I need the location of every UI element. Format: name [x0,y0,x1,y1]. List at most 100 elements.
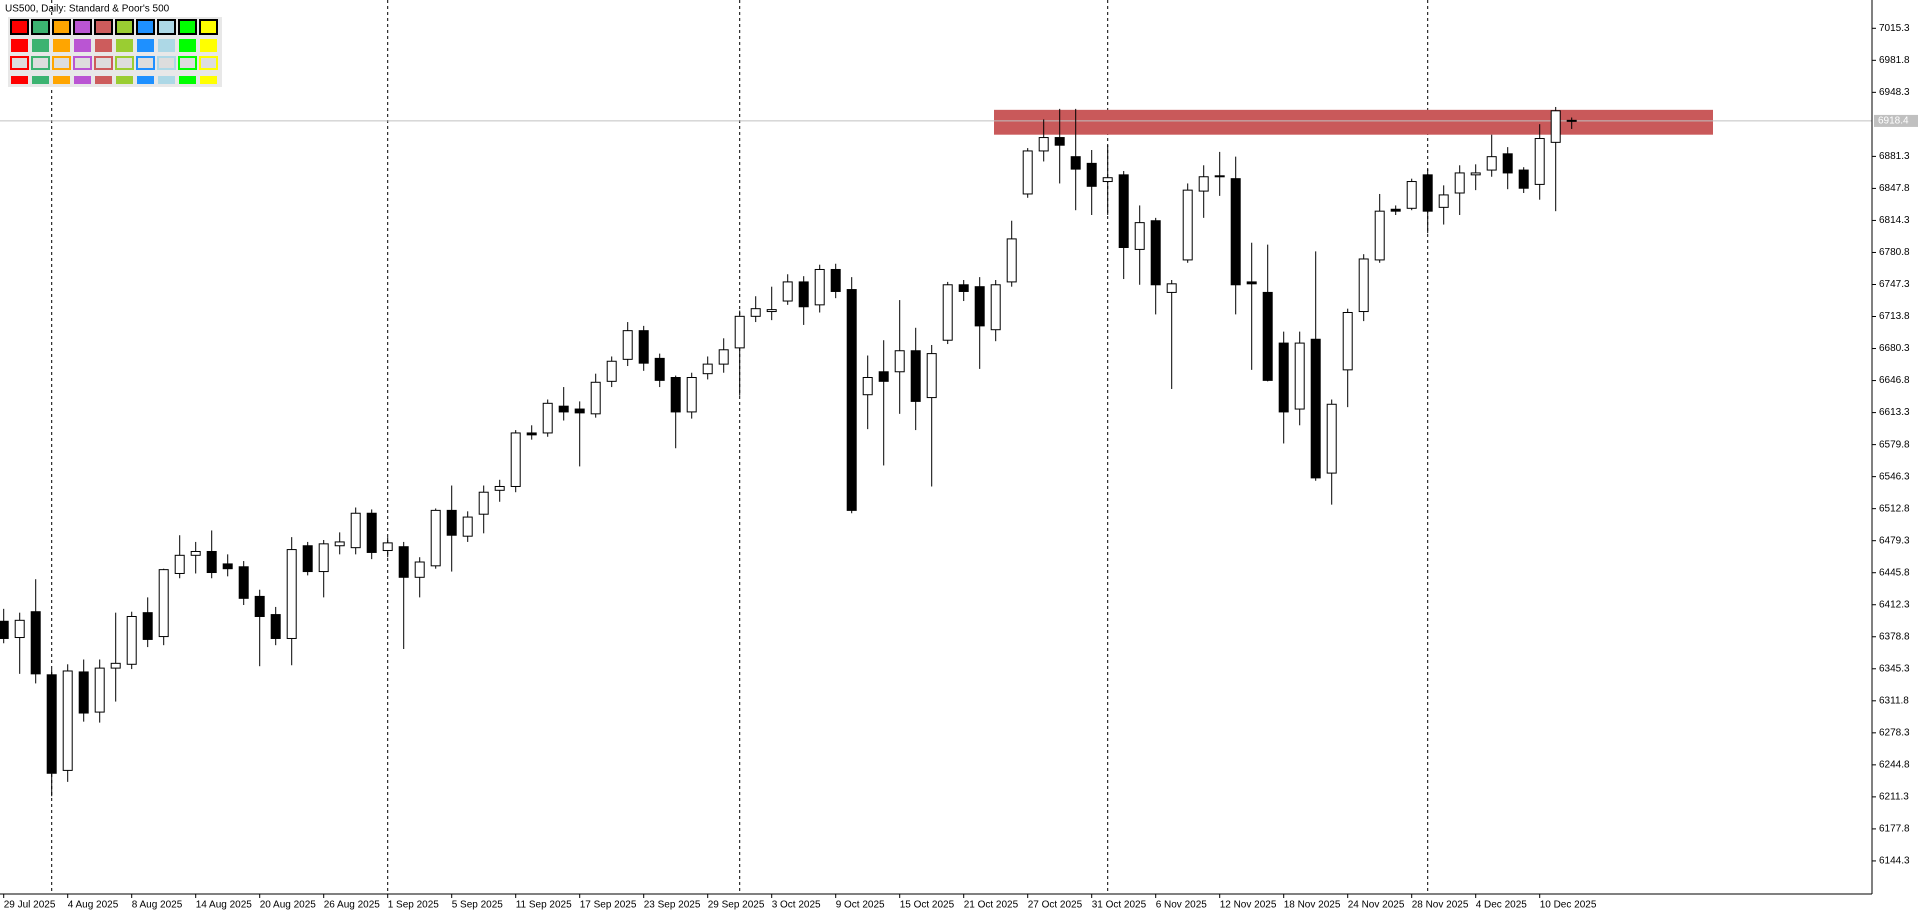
palette-swatch[interactable] [52,56,71,70]
palette-swatch[interactable] [32,76,49,84]
palette-swatch[interactable] [74,76,91,84]
candle-body-down [846,289,857,511]
candle-body-up [158,569,169,638]
candle-body-down [1230,178,1241,286]
palette-swatch[interactable] [179,39,196,52]
candle-body-down [30,611,41,675]
candle-body-down [398,546,409,578]
candle-body-up [334,541,345,547]
candle-body-up [1438,194,1449,208]
candle-body-up [1198,176,1209,192]
candle-body-up [782,281,793,302]
palette-swatch[interactable] [115,19,134,35]
candle-body-up [590,381,601,415]
candle-body-down [526,432,537,436]
palette-swatch[interactable] [157,56,176,70]
palette-swatch[interactable] [116,76,133,84]
candle-body-up [382,542,393,552]
x-tick-label: 31 Oct 2025 [1092,900,1147,911]
candle-body-down [974,286,985,327]
palette-swatch[interactable] [94,56,113,70]
palette-swatch[interactable] [94,19,113,35]
palette-swatch[interactable] [200,39,217,52]
x-tick-label: 27 Oct 2025 [1028,900,1083,911]
palette-swatch[interactable] [32,39,49,52]
palette-swatch[interactable] [31,56,50,70]
palette-swatch[interactable] [53,39,70,52]
y-tick-label: 6713.8 [1879,311,1910,322]
color-palette[interactable] [8,17,222,87]
y-tick-label: 6412.3 [1879,599,1910,610]
candle-body-up [542,402,553,434]
candle-body-up [1374,210,1385,261]
candle-body-up [1006,238,1017,283]
palette-swatch[interactable] [116,39,133,52]
y-tick-label: 6747.3 [1879,279,1910,290]
y-tick-label: 6780.8 [1879,247,1910,258]
candle-body-up [750,308,761,317]
palette-swatch[interactable] [199,56,218,70]
palette-swatch[interactable] [158,76,175,84]
x-tick-label: 4 Aug 2025 [68,900,119,911]
x-tick-label: 8 Aug 2025 [132,900,183,911]
palette-swatch[interactable] [11,76,28,84]
candle-body-up [718,349,729,365]
candle-body-down [1502,153,1513,174]
candle-body-up [62,670,73,771]
x-tick-label: 29 Jul 2025 [4,900,56,911]
palette-swatch[interactable] [31,19,50,35]
palette-swatch[interactable] [199,19,218,35]
palette-swatch[interactable] [137,39,154,52]
y-tick-label: 6278.3 [1879,727,1910,738]
palette-swatch[interactable] [53,76,70,84]
palette-swatch[interactable] [52,19,71,35]
palette-swatch[interactable] [115,56,134,70]
candle-body-down [638,330,649,364]
candle-body-up [1550,110,1561,143]
candle-body-down [366,512,377,553]
candle-body-up [1486,156,1497,171]
candle-body-up [430,509,441,567]
x-tick-label: 11 Sep 2025 [516,900,572,911]
palette-swatch[interactable] [73,19,92,35]
palette-swatch[interactable] [95,76,112,84]
plot-area [0,106,1872,797]
palette-swatch[interactable] [10,19,29,35]
candle-body-down [558,405,569,413]
y-tick-label: 6177.8 [1879,824,1910,835]
palette-swatch[interactable] [200,76,217,84]
x-tick-label: 5 Sep 2025 [452,900,504,911]
palette-swatch[interactable] [95,39,112,52]
x-tick-label: 12 Nov 2025 [1220,900,1277,911]
x-tick-label: 29 Sep 2025 [708,900,765,911]
candle-body-up [622,330,633,360]
palette-swatch[interactable] [179,76,196,84]
palette-swatch[interactable] [136,56,155,70]
y-tick-label: 6613.3 [1879,407,1910,418]
palette-swatch[interactable] [73,56,92,70]
palette-swatch[interactable] [158,39,175,52]
candle-body-down [574,408,585,414]
candle-body-down [798,281,809,308]
palette-swatch[interactable] [11,39,28,52]
chart-title: US500, Daily: Standard & Poor's 500 [5,4,170,15]
candle-body-up [1182,189,1193,261]
x-tick-label: 28 Nov 2025 [1412,900,1469,911]
palette-swatch[interactable] [10,56,29,70]
palette-swatch[interactable] [136,19,155,35]
candle-body-up [894,350,905,373]
y-tick-label: 6512.8 [1879,503,1910,514]
candle-body-up [606,360,617,382]
candle-body-up [286,549,297,639]
y-tick-label: 6546.3 [1879,471,1910,482]
palette-swatch[interactable] [137,76,154,84]
palette-swatch[interactable] [74,39,91,52]
palette-swatch[interactable] [157,19,176,35]
candle-body-down [1246,281,1257,285]
palette-swatch[interactable] [178,56,197,70]
palette-swatch[interactable] [178,19,197,35]
candle-body-down [878,371,889,382]
candle-body-down [1262,291,1273,381]
